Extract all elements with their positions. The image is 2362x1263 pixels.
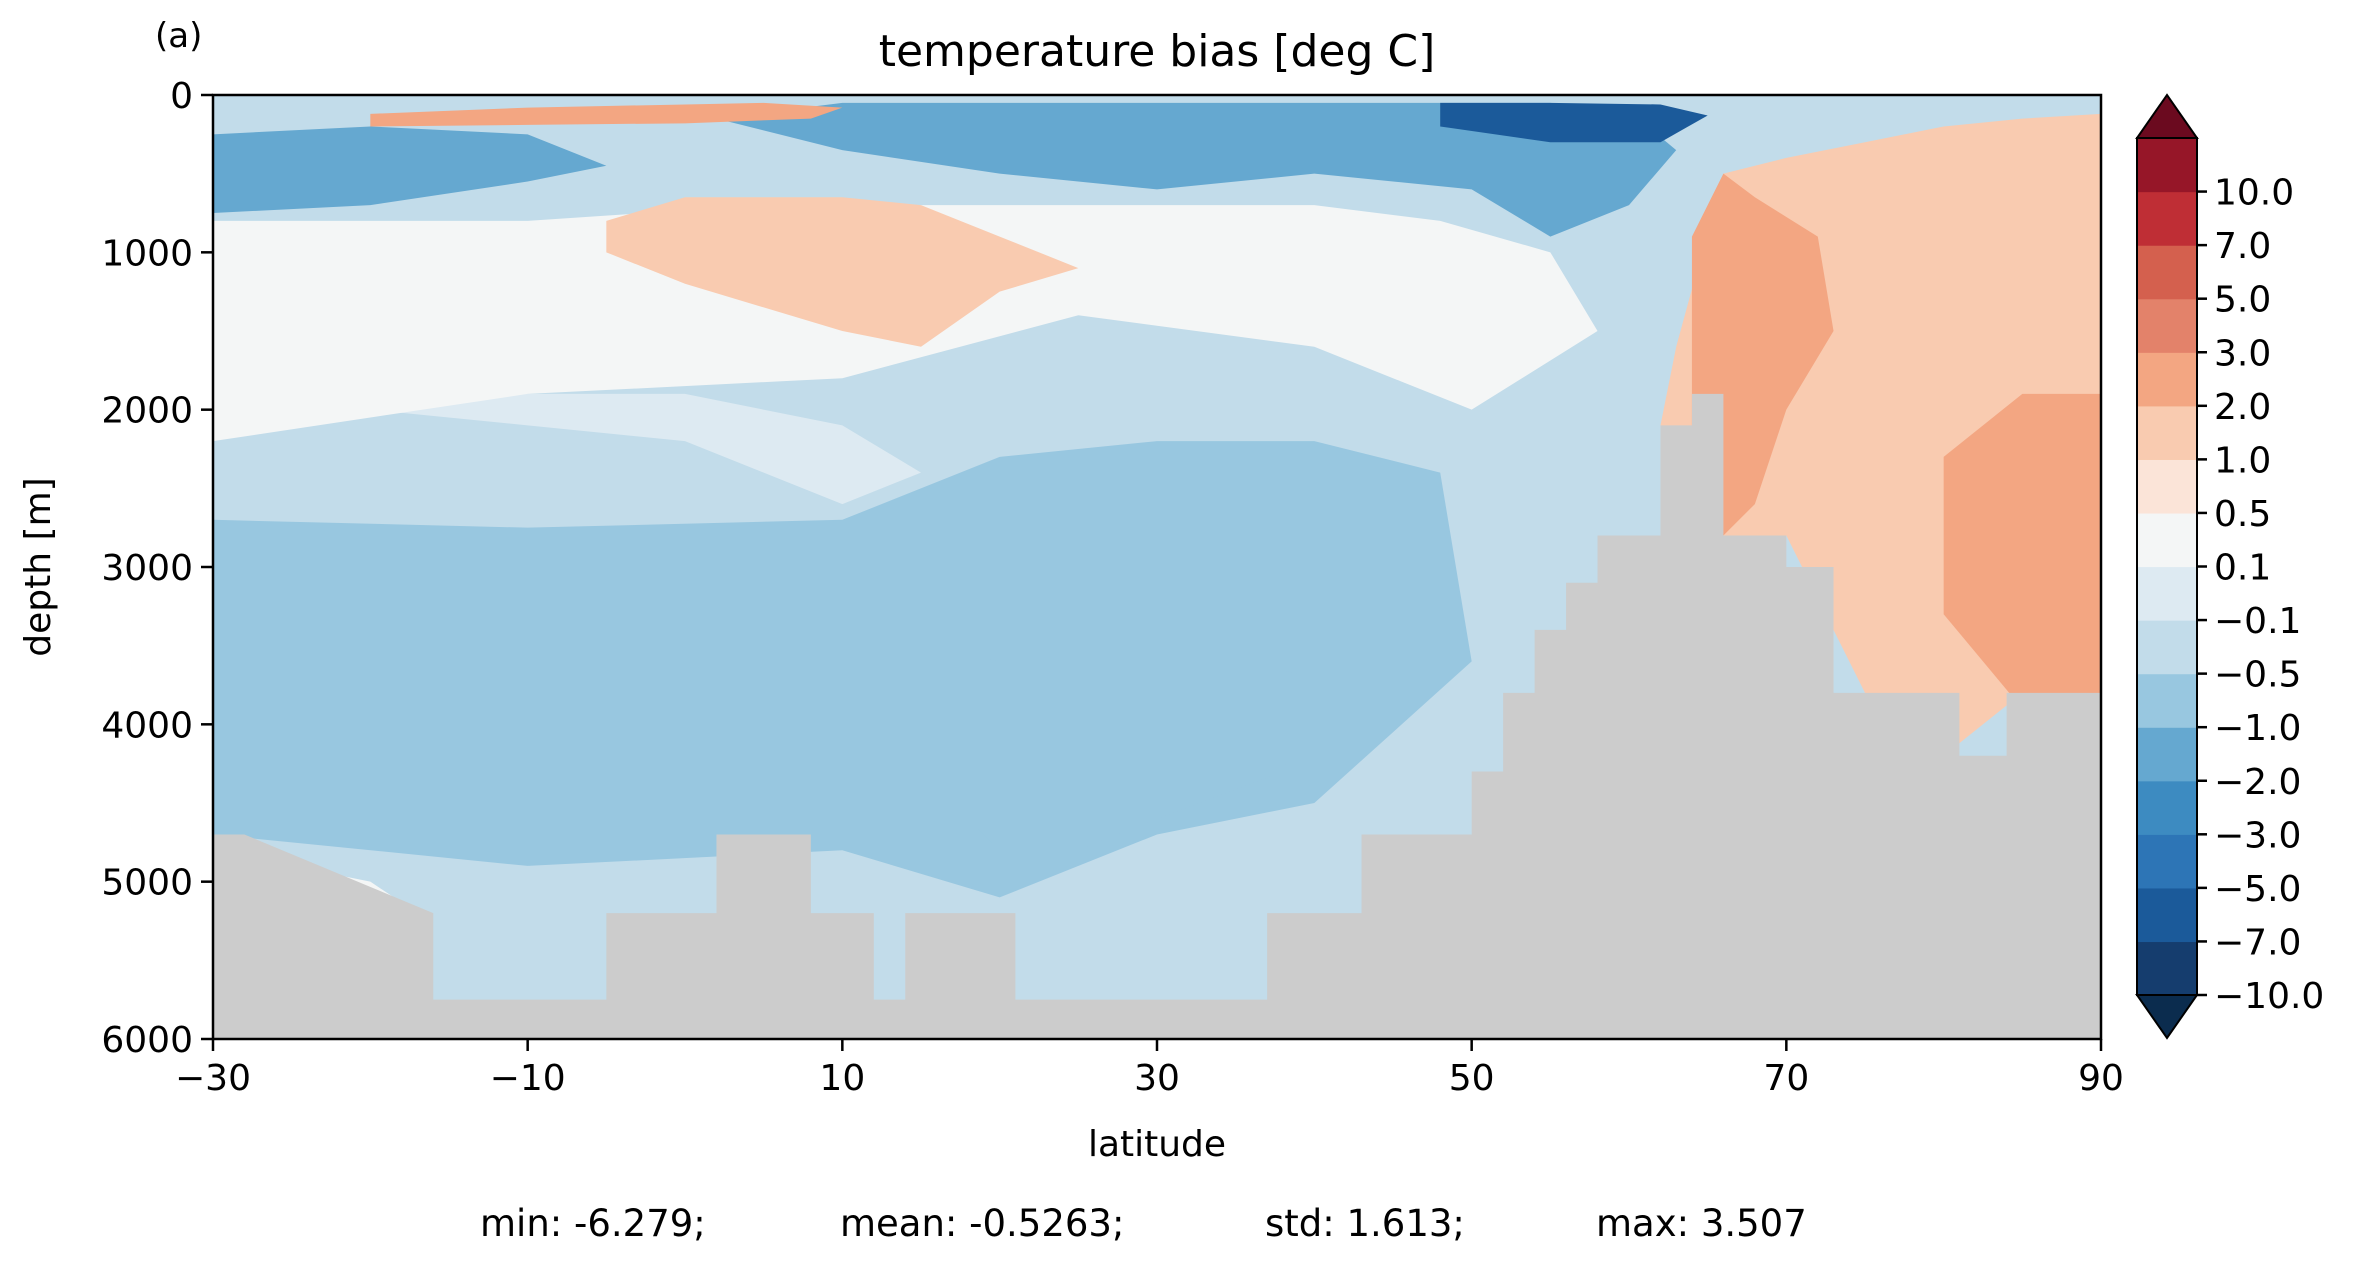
y-tick-label: 0 bbox=[170, 76, 193, 117]
stat-mean: mean: -0.5263; bbox=[840, 1202, 1124, 1245]
colorbar-extend-max bbox=[2135, 93, 2199, 139]
colorbar-tick-label: 1.0 bbox=[2214, 440, 2271, 481]
contour-region bbox=[213, 126, 607, 213]
x-tick-label: 30 bbox=[1134, 1058, 1180, 1099]
colorbar-tick-label: −1.0 bbox=[2214, 708, 2301, 749]
x-tick-label: −10 bbox=[490, 1058, 566, 1099]
contour-region bbox=[606, 197, 1079, 347]
colorbar-swatch bbox=[2137, 566, 2197, 621]
y-tick-label: 4000 bbox=[101, 705, 193, 746]
stat-min: min: -6.279; bbox=[480, 1202, 706, 1245]
y-tick-label: 2000 bbox=[101, 391, 193, 432]
colorbar-swatch bbox=[2137, 298, 2197, 353]
colorbar-tick-label: 2.0 bbox=[2214, 387, 2271, 428]
colorbar-swatch bbox=[2137, 727, 2197, 782]
contour-region bbox=[716, 102, 1677, 237]
colorbar-swatch bbox=[2137, 887, 2197, 943]
colorbar-extend-min bbox=[2135, 994, 2199, 1040]
colorbar-swatch bbox=[2137, 620, 2197, 675]
colorbar-swatch bbox=[2137, 352, 2197, 407]
stats-line: min: -6.279; mean: -0.5263; std: 1.613; … bbox=[480, 1202, 1807, 1245]
contour-region bbox=[921, 645, 1315, 851]
y-tick-label: 6000 bbox=[101, 1020, 193, 1061]
colorbar-tick-label: −3.0 bbox=[2214, 815, 2301, 856]
colorbar-tick-label: 3.0 bbox=[2214, 333, 2271, 374]
x-tick-label: 10 bbox=[819, 1058, 865, 1099]
contour-region bbox=[1943, 393, 2101, 709]
y-tick-label: 3000 bbox=[101, 548, 193, 589]
colorbar-swatch bbox=[2137, 191, 2197, 246]
x-axis: −30 −10 10 30 50 70 90 bbox=[175, 1039, 2124, 1099]
x-tick-label: 50 bbox=[1449, 1058, 1495, 1099]
contour-regions bbox=[213, 102, 2101, 914]
x-tick-label: −30 bbox=[175, 1058, 251, 1099]
colorbar-tick-label: 0.5 bbox=[2214, 494, 2271, 535]
panel-label: (a) bbox=[155, 16, 202, 56]
colorbar: −10.0 −7.0 −5.0 −3.0 −2.0 −1.0 −0.5 −0.1 0.1 0.5 1… bbox=[2135, 93, 2324, 1040]
colorbar-tick-label: −5.0 bbox=[2214, 869, 2301, 910]
colorbar-tick-label: −2.0 bbox=[2214, 762, 2301, 803]
contour-region bbox=[1440, 102, 1708, 143]
colorbar-swatch bbox=[2137, 405, 2197, 460]
colorbar-swatch bbox=[2137, 512, 2197, 568]
land-mask bbox=[213, 393, 2101, 1039]
colorbar-swatch bbox=[2137, 780, 2197, 835]
colorbar-tick-label: 0.1 bbox=[2214, 548, 2271, 589]
colorbar-tick-label: −0.5 bbox=[2214, 655, 2301, 696]
x-tick-label: 70 bbox=[1763, 1058, 1809, 1099]
colorbar-tick-label: 5.0 bbox=[2214, 280, 2271, 321]
colorbar-tick-label: −0.1 bbox=[2214, 601, 2301, 642]
contour-region bbox=[1691, 173, 1834, 536]
colorbar-tick-label: −7.0 bbox=[2214, 922, 2301, 963]
contour-region bbox=[370, 102, 843, 127]
colorbar-tick-label: −10.0 bbox=[2214, 976, 2324, 1017]
colorbar-swatch bbox=[2137, 138, 2197, 193]
y-axis-label: depth [m] bbox=[18, 477, 59, 656]
colorbar-swatch bbox=[2137, 941, 2197, 996]
plot-area bbox=[213, 95, 2101, 1039]
x-axis-label: latitude bbox=[1088, 1124, 1226, 1165]
stat-max: max: 3.507 bbox=[1596, 1202, 1807, 1245]
colorbar-swatch bbox=[2137, 245, 2197, 300]
y-tick-label: 5000 bbox=[101, 863, 193, 904]
colorbar-tick-label: 10.0 bbox=[2214, 173, 2294, 214]
colorbar-swatch bbox=[2137, 673, 2197, 728]
y-tick-label: 1000 bbox=[101, 233, 193, 274]
y-axis: 0 1000 2000 3000 4000 5000 6000 bbox=[101, 76, 213, 1061]
colorbar-tick-label: 7.0 bbox=[2214, 226, 2271, 267]
colorbar-swatch bbox=[2137, 834, 2197, 889]
stat-std: std: 1.613; bbox=[1265, 1202, 1465, 1245]
chart-title: temperature bias [deg C] bbox=[879, 26, 1436, 77]
colorbar-swatch bbox=[2137, 459, 2197, 514]
x-tick-label: 90 bbox=[2078, 1058, 2124, 1099]
